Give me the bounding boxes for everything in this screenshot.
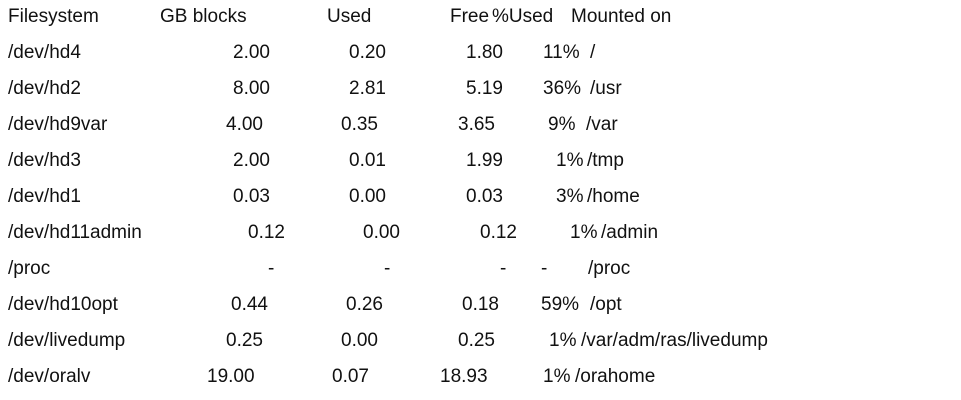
cell: 0.25 bbox=[226, 330, 263, 351]
cell: 0.12 bbox=[480, 222, 517, 243]
cell: /proc bbox=[8, 258, 51, 279]
cell: Filesystem bbox=[8, 6, 99, 27]
cell: /dev/livedump bbox=[8, 330, 126, 351]
cell: 1% bbox=[570, 222, 598, 243]
cell: 4.00 bbox=[226, 114, 263, 135]
cell: - bbox=[500, 258, 507, 279]
cell: /dev/hd3 bbox=[8, 150, 81, 171]
cell: 3.65 bbox=[458, 114, 495, 135]
cell: /dev/oralv bbox=[8, 366, 91, 387]
cell: 0.35 bbox=[341, 114, 378, 135]
cell: 0.00 bbox=[341, 330, 378, 351]
cell: /dev/hd2 bbox=[8, 78, 81, 99]
cell: GB blocks bbox=[160, 6, 247, 27]
cell: 2.00 bbox=[233, 150, 270, 171]
cell: /home bbox=[587, 186, 640, 207]
cell: /proc bbox=[588, 258, 631, 279]
cell: /dev/hd11admin bbox=[8, 222, 142, 243]
cell: /var bbox=[586, 114, 618, 135]
cell: %Used bbox=[492, 6, 554, 27]
cell: Used bbox=[327, 6, 372, 27]
cell: 1.80 bbox=[466, 42, 503, 63]
cell: 0.01 bbox=[349, 150, 386, 171]
cell: 36% bbox=[543, 78, 582, 99]
cell: /opt bbox=[590, 294, 622, 315]
cell: - bbox=[268, 258, 275, 279]
cell: /usr bbox=[590, 78, 622, 99]
cell: / bbox=[590, 42, 596, 63]
cell: 0.00 bbox=[349, 186, 386, 207]
cell: 11% bbox=[543, 42, 580, 63]
cell: 3% bbox=[556, 186, 584, 207]
cell: 0.25 bbox=[458, 330, 495, 351]
cell: /dev/hd10opt bbox=[8, 294, 118, 315]
cell: 8.00 bbox=[233, 78, 270, 99]
cell: 0.07 bbox=[332, 366, 369, 387]
cell: 0.44 bbox=[231, 294, 268, 315]
cell: Mounted on bbox=[571, 6, 672, 27]
cell: Free bbox=[450, 6, 490, 27]
cell: 2.81 bbox=[349, 78, 386, 99]
cell: 0.12 bbox=[248, 222, 285, 243]
cell: 0.18 bbox=[462, 294, 499, 315]
cell: 0.20 bbox=[349, 42, 386, 63]
cell: 0.03 bbox=[233, 186, 270, 207]
cell: - bbox=[384, 258, 391, 279]
cell: /admin bbox=[601, 222, 659, 243]
cell: 59% bbox=[541, 294, 580, 315]
cell: /var/adm/ras/livedump bbox=[581, 330, 768, 351]
cell: 5.19 bbox=[466, 78, 503, 99]
cell: 2.00 bbox=[233, 42, 270, 63]
cell: - bbox=[541, 258, 548, 279]
cell: 1% bbox=[543, 366, 571, 387]
cell: 0.26 bbox=[346, 294, 383, 315]
cell: /dev/hd1 bbox=[8, 186, 81, 207]
cell: /dev/hd4 bbox=[8, 42, 81, 63]
cell: 1.99 bbox=[466, 150, 503, 171]
cell: 0.03 bbox=[466, 186, 503, 207]
cell: 1% bbox=[549, 330, 577, 351]
cell: /orahome bbox=[575, 366, 656, 387]
cell: 0.00 bbox=[363, 222, 400, 243]
cell: 1% bbox=[556, 150, 584, 171]
cell: 9% bbox=[548, 114, 576, 135]
cell: /tmp bbox=[587, 150, 624, 171]
cell: 18.93 bbox=[440, 366, 488, 387]
cell: /dev/hd9var bbox=[8, 114, 108, 135]
cell: 19.00 bbox=[207, 366, 255, 387]
